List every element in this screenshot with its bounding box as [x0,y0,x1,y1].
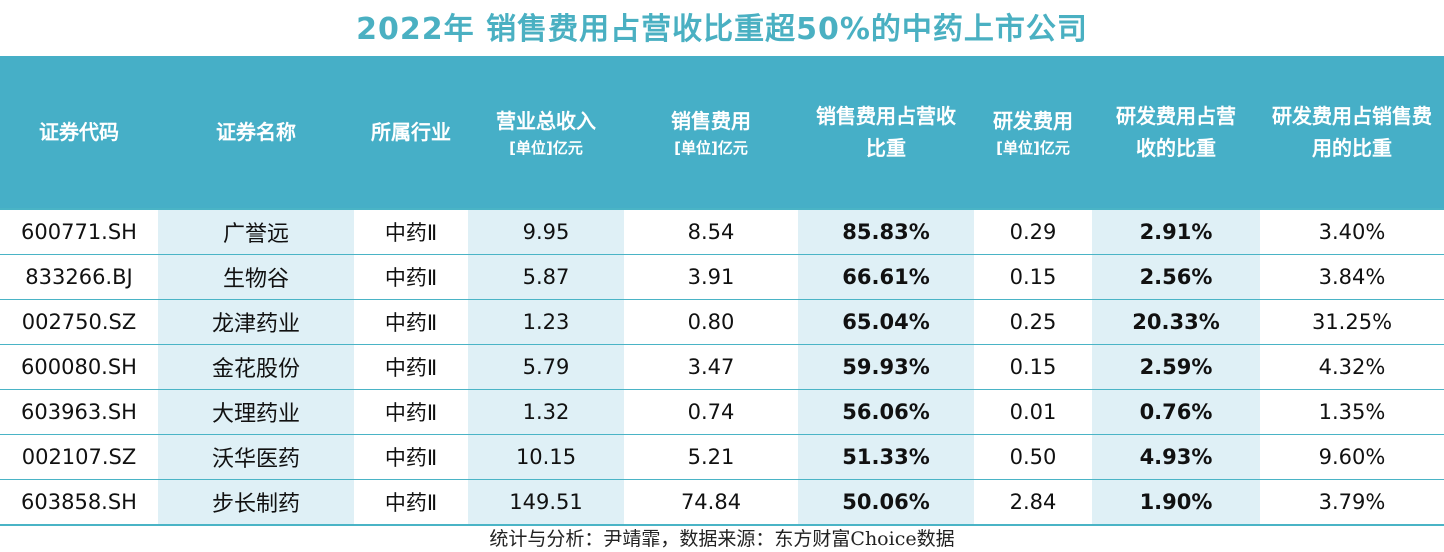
cell-revenue: 5.87 [468,254,624,300]
cell-name: 生物谷 [158,254,354,300]
cell-revenue: 1.32 [468,389,624,435]
cell-industry: 中药Ⅱ [354,208,468,255]
cell-rd-expense: 0.01 [974,389,1092,435]
cell-rd-sales-ratio: 31.25% [1260,299,1444,345]
cell-rd-sales-ratio: 4.32% [1260,344,1444,390]
cell-rd-sales-ratio: 3.79% [1260,479,1444,524]
header-revenue: 营业总收入 [单位]亿元 [468,56,624,209]
cell-rd-revenue-ratio: 2.56% [1092,254,1260,300]
table-row: 603858.SH 步长制药 中药Ⅱ 149.51 74.84 50.06% 2.84 1.9… [0,479,1444,524]
cell-rd-expense: 0.15 [974,254,1092,300]
cell-industry: 中药Ⅱ [354,344,468,390]
header-rd-sales-ratio: 研发费用占销售费用的比重 [1260,56,1444,209]
cell-sales-ratio: 66.61% [798,254,974,300]
cell-sales-expense: 3.91 [624,254,798,300]
cell-rd-revenue-ratio: 1.90% [1092,479,1260,524]
cell-industry: 中药Ⅱ [354,434,468,480]
cell-code: 603963.SH [0,389,158,435]
cell-code: 603858.SH [0,479,158,524]
cell-revenue: 10.15 [468,434,624,480]
header-name: 证券名称 [158,56,354,209]
cell-name: 龙津药业 [158,299,354,345]
cell-rd-sales-ratio: 9.60% [1260,434,1444,480]
cell-revenue: 149.51 [468,479,624,524]
source-note: 统计与分析：尹靖霏，数据来源：东方财富Choice数据 [0,524,1444,552]
cell-rd-expense: 0.25 [974,299,1092,345]
cell-sales-expense: 0.74 [624,389,798,435]
cell-sales-ratio: 50.06% [798,479,974,524]
page-title: 2022年 销售费用占营收比重超50%的中药上市公司 [356,12,1088,47]
cell-code: 002750.SZ [0,299,158,345]
cell-rd-revenue-ratio: 20.33% [1092,299,1260,345]
cell-rd-sales-ratio: 3.84% [1260,254,1444,300]
table-row: 002750.SZ 龙津药业 中药Ⅱ 1.23 0.80 65.04% 0.25 20.33%… [0,299,1444,345]
cell-rd-revenue-ratio: 2.91% [1092,208,1260,255]
header-industry: 所属行业 [354,56,468,209]
cell-industry: 中药Ⅱ [354,254,468,300]
header-rd-revenue-ratio: 研发费用占营收的比重 [1092,56,1260,209]
cell-code: 600771.SH [0,208,158,255]
cell-sales-ratio: 65.04% [798,299,974,345]
cell-rd-expense: 0.15 [974,344,1092,390]
table-row: 600771.SH 广誉远 中药Ⅱ 9.95 8.54 85.83% 0.29 2.91% 3.… [0,208,1444,255]
cell-sales-ratio: 51.33% [798,434,974,480]
cell-sales-expense: 5.21 [624,434,798,480]
table-row: 002107.SZ 沃华医药 中药Ⅱ 10.15 5.21 51.33% 0.50 4.93%… [0,434,1444,480]
cell-sales-ratio: 56.06% [798,389,974,435]
cell-industry: 中药Ⅱ [354,389,468,435]
cell-rd-expense: 2.84 [974,479,1092,524]
cell-sales-ratio: 85.83% [798,208,974,255]
data-table: 证券代码 证券名称 所属行业 营业总收入 [单位]亿元 销售费用 [单位]亿元 销售… [0,56,1444,524]
cell-rd-expense: 0.29 [974,208,1092,255]
cell-rd-sales-ratio: 1.35% [1260,389,1444,435]
cell-rd-expense: 0.50 [974,434,1092,480]
cell-sales-expense: 3.47 [624,344,798,390]
cell-revenue: 9.95 [468,208,624,255]
cell-rd-revenue-ratio: 2.59% [1092,344,1260,390]
table-row: 833266.BJ 生物谷 中药Ⅱ 5.87 3.91 66.61% 0.15 2.56% 3.… [0,254,1444,300]
cell-rd-sales-ratio: 3.40% [1260,208,1444,255]
cell-code: 833266.BJ [0,254,158,300]
cell-sales-expense: 0.80 [624,299,798,345]
cell-rd-revenue-ratio: 4.93% [1092,434,1260,480]
cell-name: 金花股份 [158,344,354,390]
cell-sales-expense: 74.84 [624,479,798,524]
cell-sales-ratio: 59.93% [798,344,974,390]
cell-name: 步长制药 [158,479,354,524]
cell-revenue: 1.23 [468,299,624,345]
header-sales-expense: 销售费用 [单位]亿元 [624,56,798,209]
cell-revenue: 5.79 [468,344,624,390]
table-row: 603963.SH 大理药业 中药Ⅱ 1.32 0.74 56.06% 0.01 0.76% 1… [0,389,1444,435]
cell-industry: 中药Ⅱ [354,299,468,345]
cell-name: 沃华医药 [158,434,354,480]
cell-name: 广誉远 [158,208,354,255]
header-row: 证券代码 证券名称 所属行业 营业总收入 [单位]亿元 销售费用 [单位]亿元 销售… [0,56,1444,209]
header-rd-expense: 研发费用 [单位]亿元 [974,56,1092,209]
cell-code: 002107.SZ [0,434,158,480]
table-row: 600080.SH 金花股份 中药Ⅱ 5.79 3.47 59.93% 0.15 2.59% 4… [0,344,1444,390]
cell-sales-expense: 8.54 [624,208,798,255]
cell-name: 大理药业 [158,389,354,435]
cell-industry: 中药Ⅱ [354,479,468,524]
header-code: 证券代码 [0,56,158,209]
cell-rd-revenue-ratio: 0.76% [1092,389,1260,435]
header-sales-ratio: 销售费用占营收比重 [798,56,974,209]
cell-code: 600080.SH [0,344,158,390]
